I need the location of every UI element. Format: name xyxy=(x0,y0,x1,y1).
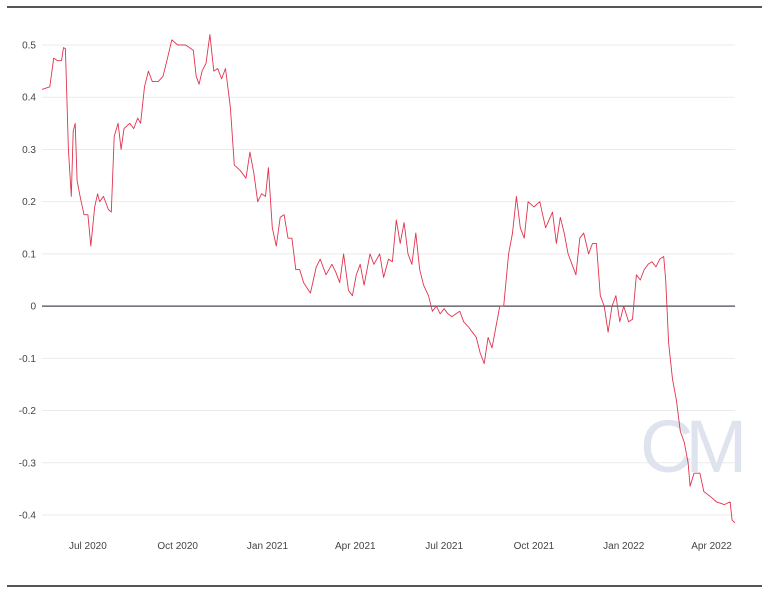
x-tick-label: Jan 2022 xyxy=(603,541,645,552)
x-tick-label: Apr 2021 xyxy=(335,541,376,552)
series-line xyxy=(41,34,736,524)
gridlines xyxy=(42,44,735,516)
x-tick-label: Oct 2021 xyxy=(514,541,555,552)
y-tick-label: 0.1 xyxy=(22,249,36,260)
x-tick-label: Apr 2022 xyxy=(691,541,732,552)
y-tick-label: 0 xyxy=(30,302,36,313)
x-tick-label: Oct 2020 xyxy=(157,541,198,552)
x-axis: Jul 2020 Oct 2020 Jan 2021 Apr 2021 Jul 2021… xyxy=(69,541,732,552)
y-tick-label: 0.5 xyxy=(22,41,36,52)
y-tick-label: 0.3 xyxy=(22,145,36,156)
y-tick-label: 0.4 xyxy=(22,93,36,104)
y-tick-label: -0.2 xyxy=(19,406,37,417)
y-tick-label: -0.1 xyxy=(19,354,37,365)
y-tick-label: -0.3 xyxy=(19,458,37,469)
y-tick-label: -0.4 xyxy=(19,511,37,522)
top-border xyxy=(7,6,762,8)
y-axis: 0.5 0.4 0.3 0.2 0.1 0 -0.1 -0.2 -0.3 -0.4 xyxy=(19,41,37,522)
x-tick-label: Jul 2021 xyxy=(425,541,463,552)
watermark-logo: CM xyxy=(640,405,741,488)
x-tick-label: Jan 2021 xyxy=(247,541,289,552)
y-tick-label: 0.2 xyxy=(22,197,36,208)
bottom-border xyxy=(7,585,762,587)
x-tick-label: Jul 2020 xyxy=(69,541,107,552)
